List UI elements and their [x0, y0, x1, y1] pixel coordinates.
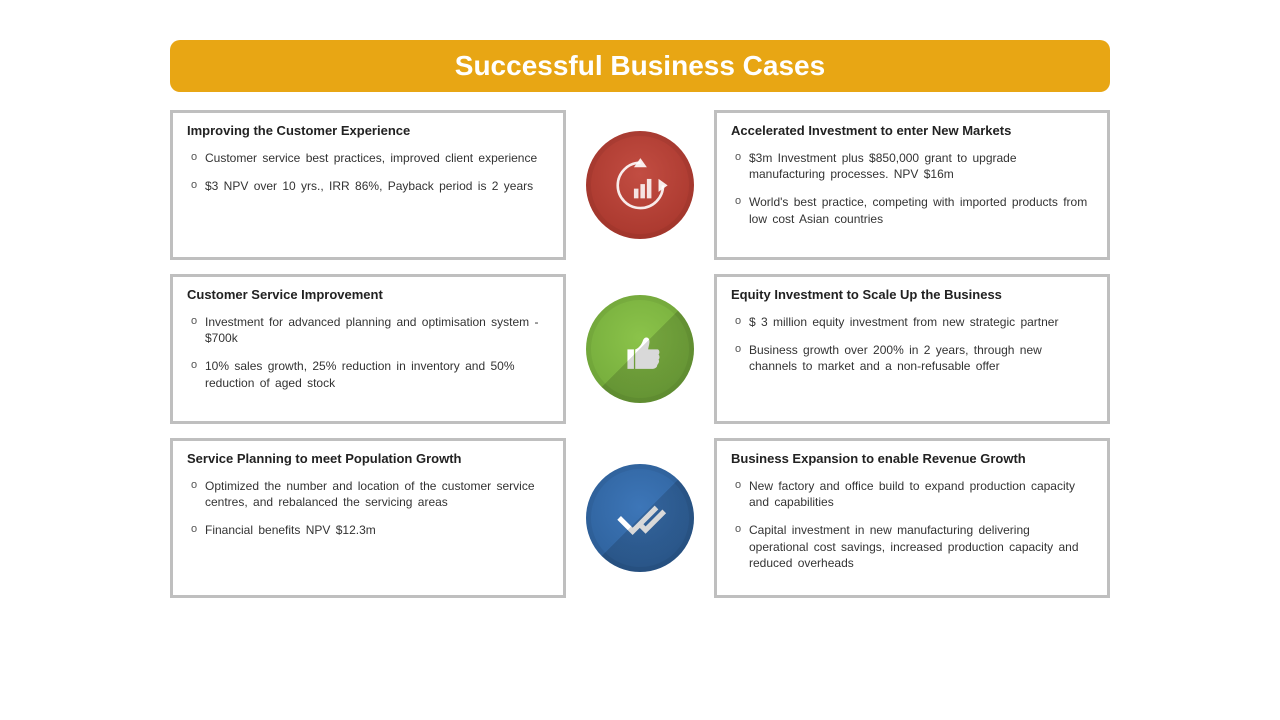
- card-title: Improving the Customer Experience: [187, 123, 549, 138]
- card-bullet: $3m Investment plus $850,000 grant to up…: [735, 150, 1093, 182]
- card-bullet: Customer service best practices, improve…: [191, 150, 549, 166]
- card-bullet: Investment for advanced planning and opt…: [191, 314, 549, 346]
- card-title: Accelerated Investment to enter New Mark…: [731, 123, 1093, 138]
- row-icon-wrap: [580, 438, 700, 598]
- thumbs-up-icon: [586, 295, 694, 403]
- card-bullet: Financial benefits NPV $12.3m: [191, 522, 549, 538]
- card-title: Business Expansion to enable Revenue Gro…: [731, 451, 1093, 466]
- card-bullet: Optimized the number and location of the…: [191, 478, 549, 510]
- double-check-icon: [586, 464, 694, 572]
- case-card-right: Accelerated Investment to enter New Mark…: [714, 110, 1110, 260]
- row-icon-wrap: [580, 110, 700, 260]
- case-card-right: Equity Investment to Scale Up the Busine…: [714, 274, 1110, 424]
- case-row: Customer Service Improvement Investment …: [170, 274, 1110, 424]
- case-card-left: Service Planning to meet Population Grow…: [170, 438, 566, 598]
- page-title: Successful Business Cases: [170, 40, 1110, 92]
- row-icon-wrap: [580, 274, 700, 424]
- card-bullet: World's best practice, competing with im…: [735, 194, 1093, 226]
- card-title: Equity Investment to Scale Up the Busine…: [731, 287, 1093, 302]
- card-bullet: Capital investment in new manufacturing …: [735, 522, 1093, 571]
- card-bullet: New factory and office build to expand p…: [735, 478, 1093, 510]
- case-row: Improving the Customer Experience Custom…: [170, 110, 1110, 260]
- card-bullet: Business growth over 200% in 2 years, th…: [735, 342, 1093, 374]
- case-row: Service Planning to meet Population Grow…: [170, 438, 1110, 598]
- case-card-right: Business Expansion to enable Revenue Gro…: [714, 438, 1110, 598]
- case-card-left: Improving the Customer Experience Custom…: [170, 110, 566, 260]
- case-card-left: Customer Service Improvement Investment …: [170, 274, 566, 424]
- card-title: Service Planning to meet Population Grow…: [187, 451, 549, 466]
- card-title: Customer Service Improvement: [187, 287, 549, 302]
- card-bullet: 10% sales growth, 25% reduction in inven…: [191, 358, 549, 390]
- card-bullet: $ 3 million equity investment from new s…: [735, 314, 1093, 330]
- cycle-chart-icon: [586, 131, 694, 239]
- card-bullet: $3 NPV over 10 yrs., IRR 86%, Payback pe…: [191, 178, 549, 194]
